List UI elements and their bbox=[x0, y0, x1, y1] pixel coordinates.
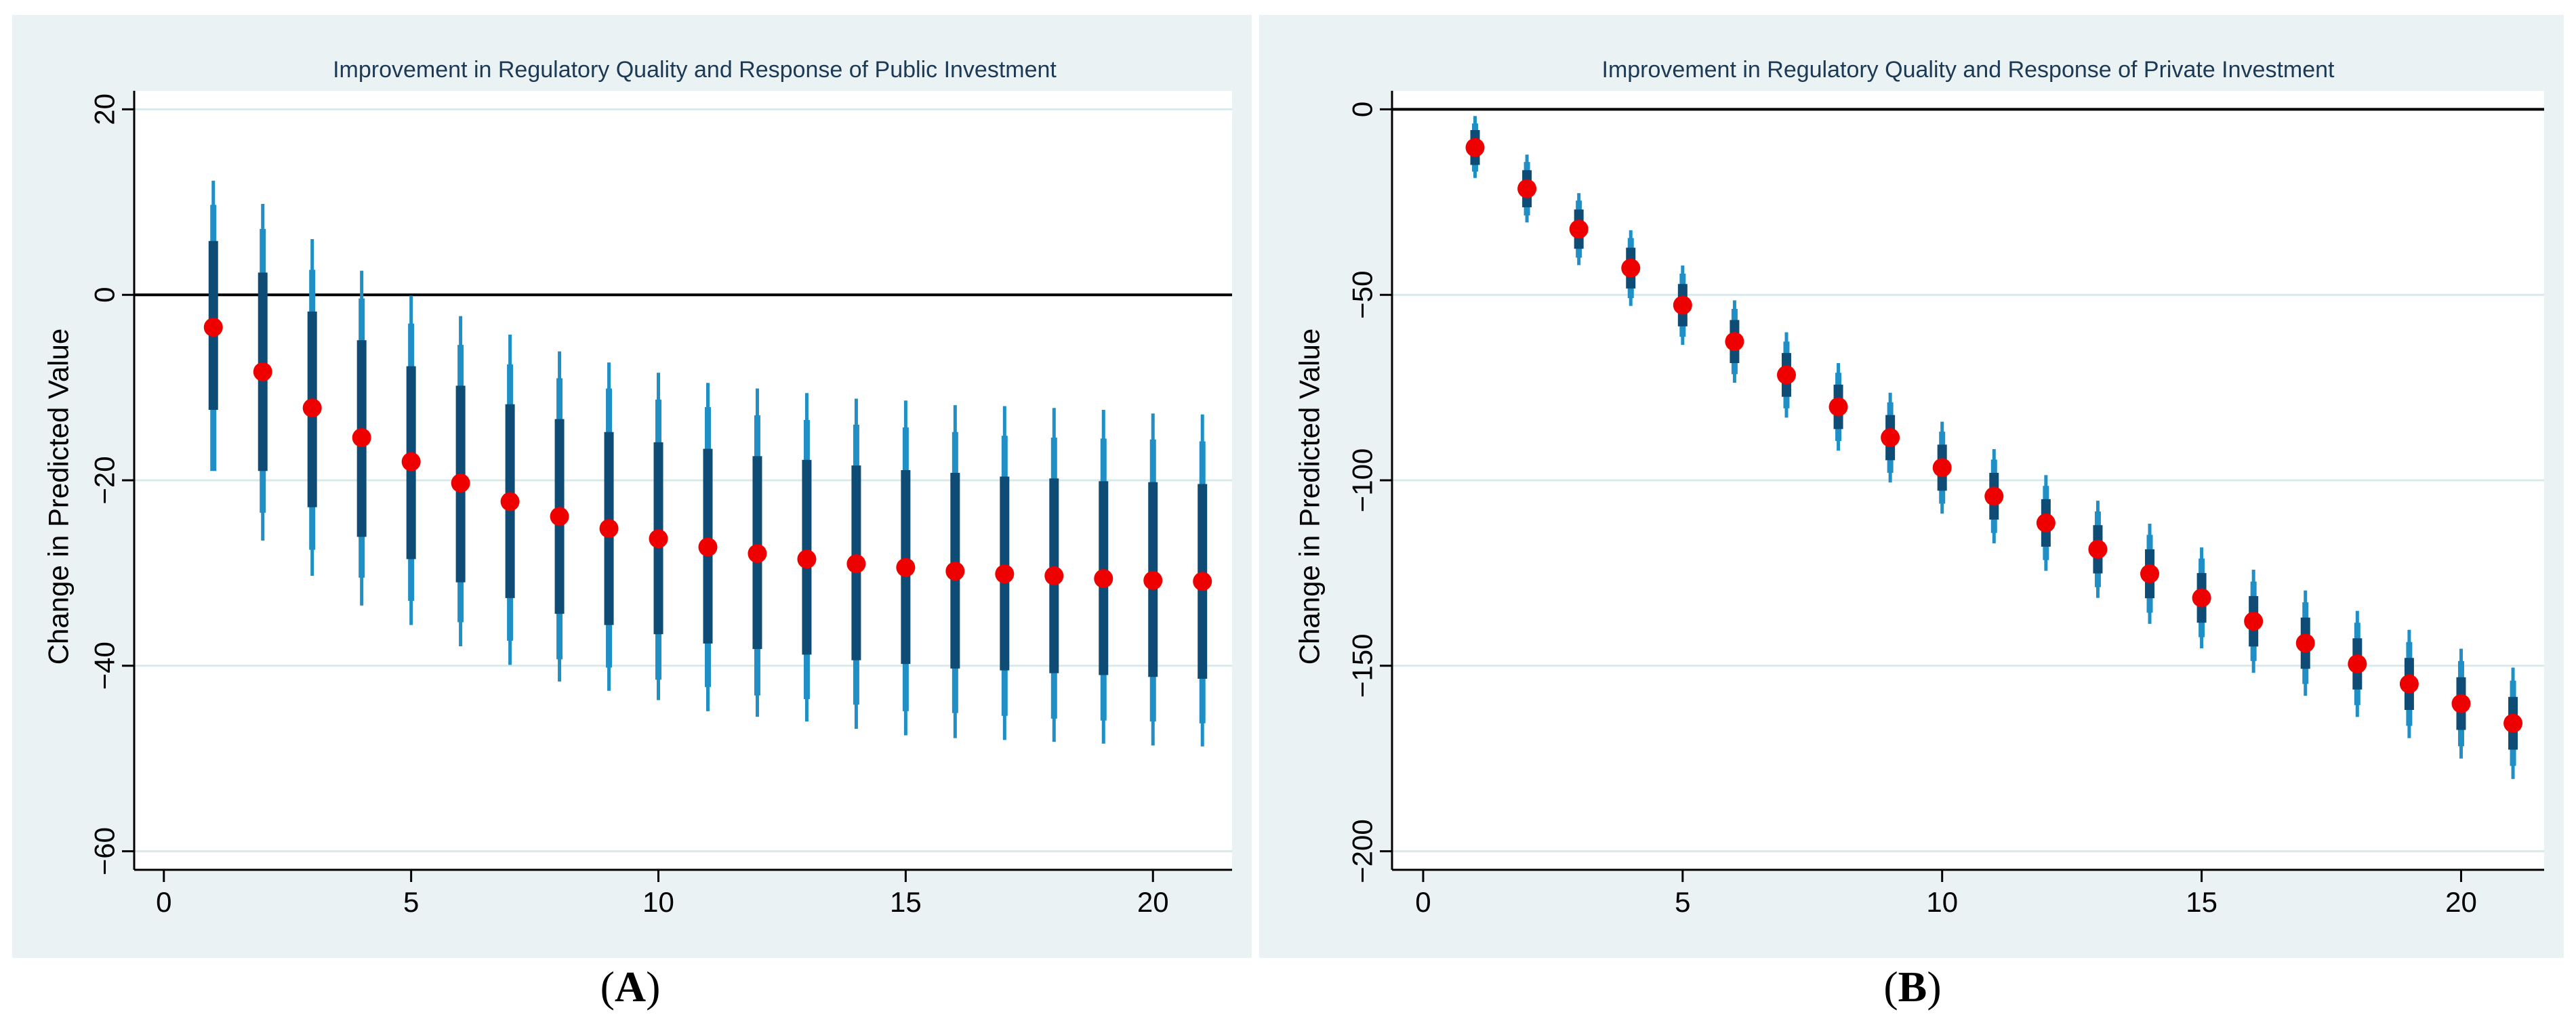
chart-b-point bbox=[1725, 332, 1744, 352]
chart-b-point bbox=[1517, 179, 1537, 198]
caption-b-close: ) bbox=[1927, 963, 1942, 1011]
chart-a-point bbox=[797, 549, 817, 569]
chart-a-x-tick-label: 0 bbox=[156, 886, 171, 918]
chart-b-point bbox=[2192, 588, 2211, 608]
chart-a-point bbox=[352, 428, 371, 448]
chart-a-point bbox=[945, 562, 965, 581]
chart-b-y-tick-label: −50 bbox=[1347, 271, 1378, 319]
chart-b-point bbox=[1932, 458, 1952, 478]
chart-a-point bbox=[599, 519, 619, 539]
chart-b-y-tick-label: −200 bbox=[1347, 819, 1378, 883]
caption-a-letter: A bbox=[614, 963, 647, 1011]
chart-b-point bbox=[2348, 654, 2367, 674]
chart-b-y-tick-label: −150 bbox=[1347, 634, 1378, 698]
caption-b-open: ( bbox=[1883, 963, 1898, 1011]
chart-a-y-tick-label: 0 bbox=[89, 287, 121, 303]
chart-a-x-tick-label: 10 bbox=[642, 886, 674, 918]
chart-a-point bbox=[401, 452, 421, 471]
caption-a-close: ) bbox=[646, 963, 661, 1011]
chart-a-point bbox=[1143, 570, 1163, 590]
chart-a-point bbox=[253, 362, 272, 381]
chart-b-y-tick-label: 0 bbox=[1347, 102, 1378, 117]
chart-a-point bbox=[451, 474, 470, 493]
chart-a-point bbox=[550, 507, 569, 526]
chart-a-x-tick-label: 20 bbox=[1137, 886, 1169, 918]
chart-a-y-tick-label: −60 bbox=[89, 827, 121, 875]
chart-b-svg: 0 −50 −100 −150 −200 0 5 10 15 20 Improvement in R… bbox=[1294, 57, 2544, 918]
caption-a-open: ( bbox=[600, 963, 615, 1011]
chart-b-point bbox=[2503, 713, 2523, 733]
chart-b-point bbox=[2036, 513, 2056, 532]
chart-a-point bbox=[846, 554, 866, 574]
chart-a-x-tick-label: 5 bbox=[403, 886, 419, 918]
chart-a-point bbox=[1044, 566, 1064, 586]
chart-b-ylabel: Change in Predicted Value bbox=[1294, 329, 1326, 665]
caption-b: (B) bbox=[1777, 962, 2048, 1012]
chart-a-y-tick-label: −40 bbox=[89, 642, 121, 690]
chart-b-point bbox=[2295, 633, 2315, 653]
chart-a-point bbox=[302, 398, 322, 418]
chart-b-x-tick-label: 10 bbox=[1926, 886, 1958, 918]
chart-a-point bbox=[748, 544, 767, 564]
caption-b-letter: B bbox=[1898, 963, 1927, 1011]
chart-a-y-tick-label: 20 bbox=[89, 93, 121, 125]
chart-b-title: Improvement in Regulatory Quality and Re… bbox=[1602, 57, 2335, 83]
chart-a-point bbox=[500, 492, 520, 511]
chart-b-point bbox=[2451, 694, 2471, 713]
chart-b-point bbox=[1984, 486, 2004, 506]
chart-b-point bbox=[1776, 365, 1796, 385]
chart-b-point bbox=[2399, 674, 2419, 694]
chart-b-x-tick-label: 0 bbox=[1415, 886, 1431, 918]
caption-a: (A) bbox=[495, 962, 766, 1012]
chart-b-point bbox=[1621, 258, 1641, 278]
chart-panel-b: 0 −50 −100 −150 −200 0 5 10 15 20 Improvement in R… bbox=[1259, 15, 2564, 958]
chart-b-point bbox=[1465, 138, 1485, 157]
chart-a-point bbox=[995, 564, 1015, 584]
chart-b-point bbox=[1673, 295, 1692, 315]
chart-a-x-tick-label: 15 bbox=[890, 886, 922, 918]
chart-panel-a: 20 0 −20 −40 −60 0 5 10 15 20 Improvement in Regul… bbox=[12, 15, 1252, 958]
chart-a-ylabel: Change in Predicted Value bbox=[43, 329, 75, 665]
chart-b-point bbox=[1881, 428, 1900, 448]
chart-b-x-tick-label: 20 bbox=[2445, 886, 2477, 918]
chart-a-title: Improvement in Regulatory Quality and Re… bbox=[333, 57, 1057, 83]
chart-b-point bbox=[2244, 612, 2264, 631]
chart-a-point bbox=[896, 558, 916, 577]
chart-b-y-tick-label: −100 bbox=[1347, 448, 1378, 513]
chart-a-svg: 20 0 −20 −40 −60 0 5 10 15 20 Improvement in Regul… bbox=[43, 57, 1232, 918]
chart-b-x-tick-label: 15 bbox=[2186, 886, 2217, 918]
chart-a-y-tick-label: −20 bbox=[89, 456, 121, 504]
chart-a-point bbox=[1094, 569, 1113, 589]
chart-a-point bbox=[1193, 572, 1212, 591]
chart-b-point bbox=[1569, 219, 1589, 239]
chart-a-point bbox=[698, 537, 718, 557]
chart-b-x-tick-label: 5 bbox=[1675, 886, 1690, 918]
chart-b-point bbox=[2088, 539, 2108, 559]
chart-b-point bbox=[2140, 564, 2160, 583]
chart-a-point bbox=[649, 529, 668, 549]
chart-a-point bbox=[203, 318, 223, 337]
chart-b-point bbox=[1828, 397, 1848, 417]
